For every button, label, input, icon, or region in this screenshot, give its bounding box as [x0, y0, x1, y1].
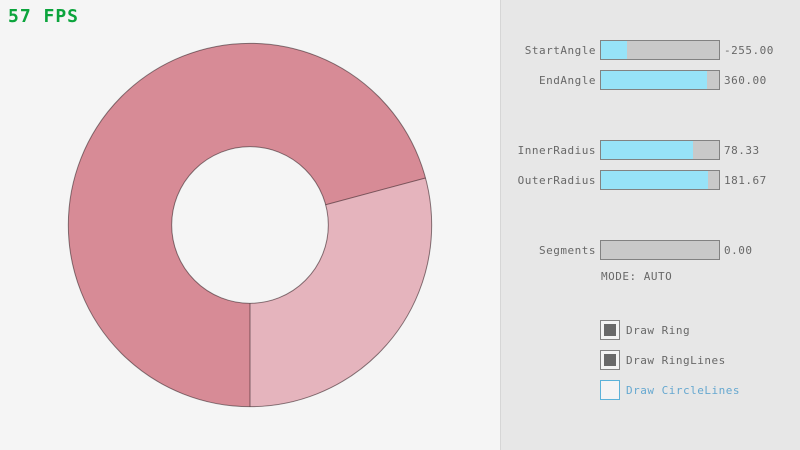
ring-canvas — [67, 42, 433, 408]
slider-row-endangle: EndAngle 360.00 — [501, 70, 800, 90]
slider-value: 360.00 — [724, 74, 767, 87]
checkbox-label: Draw Ring — [626, 324, 691, 337]
slider-fill-bar — [601, 171, 709, 189]
startangle-slider[interactable] — [600, 40, 720, 60]
checkbox-box[interactable] — [600, 380, 620, 400]
slider-label: StartAngle — [524, 44, 596, 57]
slider-fill-bar — [601, 141, 694, 159]
slider-label: InnerRadius — [517, 144, 596, 157]
slider-row-segments: Segments 0.00 — [501, 240, 800, 260]
checkbox-label: Draw RingLines — [626, 354, 726, 367]
segments-slider[interactable] — [600, 240, 720, 260]
checkbox-draw-ring[interactable]: Draw Ring — [501, 320, 800, 340]
slider-row-startangle: StartAngle -255.00 — [501, 40, 800, 60]
slider-value: 78.33 — [724, 144, 760, 157]
checkbox-draw-circlelines[interactable]: Draw CircleLines — [501, 380, 800, 400]
slider-label: OuterRadius — [517, 174, 596, 187]
slider-value: -255.00 — [724, 44, 774, 57]
controls-panel: StartAngle -255.00 EndAngle 360.00 Inner… — [500, 0, 800, 450]
slider-fill-bar — [601, 71, 708, 89]
checkbox-box[interactable] — [600, 320, 620, 340]
checkbox-draw-ringlines[interactable]: Draw RingLines — [501, 350, 800, 370]
outerradius-slider[interactable] — [600, 170, 720, 190]
slider-row-outerradius: OuterRadius 181.67 — [501, 170, 800, 190]
segments-mode-label: MODE: AUTO — [601, 270, 673, 283]
slider-value: 181.67 — [724, 174, 767, 187]
checkbox-box[interactable] — [600, 350, 620, 370]
slider-fill-bar — [601, 41, 627, 59]
endangle-slider[interactable] — [600, 70, 720, 90]
slider-value: 0.00 — [724, 244, 753, 257]
slider-row-innerradius: InnerRadius 78.33 — [501, 140, 800, 160]
checkbox-label: Draw CircleLines — [626, 384, 740, 397]
innerradius-slider[interactable] — [600, 140, 720, 160]
checkbox-check-mark — [604, 324, 616, 336]
slider-label: EndAngle — [539, 74, 596, 87]
checkbox-check-mark — [604, 354, 616, 366]
fps-counter: 57 FPS — [8, 6, 80, 27]
slider-label: Segments — [539, 244, 596, 257]
